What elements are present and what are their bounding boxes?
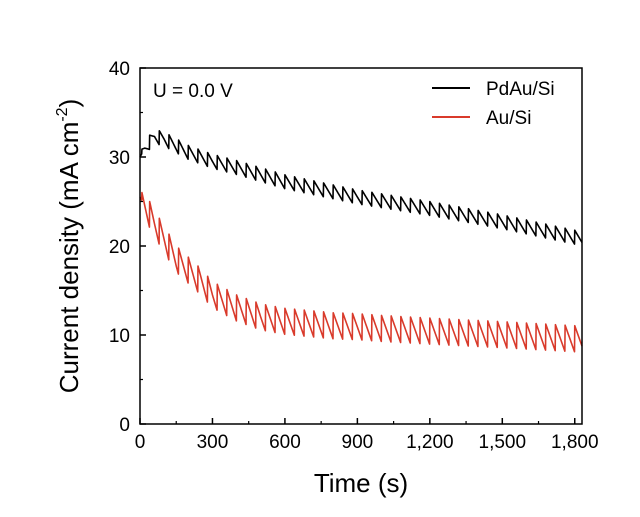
y-tick-label: 30 [109, 148, 130, 169]
x-tick-label: 1,200 [406, 432, 454, 453]
x-axis-title: Time (s) [314, 468, 408, 498]
x-tick-label: 1,500 [479, 432, 527, 453]
annotation-text: U = 0.0 V [153, 81, 233, 102]
x-tick-label: 600 [269, 432, 301, 453]
y-axis-title-close: ) [54, 99, 84, 108]
x-tick-label: 0 [135, 432, 146, 453]
legend-label-au-si: Au/Si [486, 108, 531, 129]
x-tick-label: 300 [197, 432, 229, 453]
y-tick-label: 20 [109, 237, 130, 258]
y-tick-label: 0 [119, 415, 130, 436]
y-axis-title-superscript: -2 [54, 107, 71, 121]
ticks-layer: 0 300 600 900 1,200 1,500 1,800 0 10 20 30 40 [109, 59, 599, 453]
y-axis-title-main: Current density (mA cm [54, 122, 84, 394]
legend: PdAu/Si Au/Si [432, 79, 555, 129]
series-line-pdau-si [139, 129, 583, 245]
y-tick-label: 10 [109, 326, 130, 347]
x-tick-label: 1,800 [551, 432, 599, 453]
y-axis-title: Current density (mA cm-2) [54, 99, 84, 394]
legend-label-pdau-si: PdAu/Si [486, 79, 555, 100]
x-tick-label: 900 [342, 432, 374, 453]
y-tick-label: 40 [109, 59, 130, 80]
series-line-au-si [139, 191, 583, 353]
series-layer [139, 129, 583, 353]
